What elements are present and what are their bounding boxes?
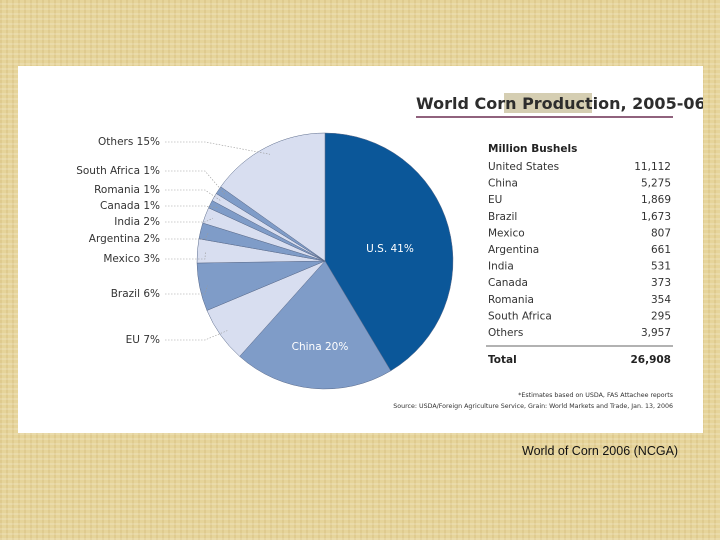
table-row-value-brazil: 1,673 <box>641 211 671 223</box>
pie-label-eu: EU 7% <box>126 334 160 346</box>
pie-label-brazil: Brazil 6% <box>111 288 160 300</box>
table-row-name-south-africa: South Africa <box>488 310 552 322</box>
pie-label-mexico: Mexico 3% <box>103 253 160 265</box>
title-highlight-word: Production, <box>522 94 627 113</box>
pie-label-canada: Canada 1% <box>100 200 160 212</box>
table-row-value-canada: 373 <box>651 277 671 289</box>
table-row-value-india: 531 <box>651 261 671 273</box>
table-row-name-eu: EU <box>488 194 502 206</box>
pie-label-south-africa: South Africa 1% <box>76 165 160 177</box>
pie-label-u-s: U.S. 41% <box>366 243 414 255</box>
source-note: Source: USDA/Foreign Agriculture Service… <box>393 403 673 410</box>
pie-label-china: China 20% <box>292 341 349 353</box>
table-row-value-mexico: 807 <box>651 227 671 239</box>
svg-text:World Corn Production, 2005-06: World Corn Production, 2005-06* <box>416 94 703 113</box>
leader-line-brazil <box>165 285 208 295</box>
leader-line-romania <box>165 189 222 202</box>
pie-labels: U.S. 41% China 20% EU 7% Brazil 6% Mexico 3%… <box>76 136 414 353</box>
pie-slices <box>196 132 454 390</box>
total-label: Total <box>488 354 517 366</box>
table-row-value-romania: 354 <box>651 294 671 306</box>
table-row-value-china: 5,275 <box>641 178 671 190</box>
table-rows: United States 11,112 China 5,275 EU 1,869 Braz… <box>488 161 671 339</box>
pie-label-others: Others 15% <box>98 136 160 148</box>
slide-caption: World of Corn 2006 (NCGA) <box>522 444 679 458</box>
total-value: 26,908 <box>630 354 671 366</box>
table-row-value-eu: 1,869 <box>641 194 671 206</box>
leader-line-others <box>165 141 271 155</box>
chart-panel: World Corn Production, 2005-06* U.S. 41%… <box>18 66 703 433</box>
table-row-value-south-africa: 295 <box>651 310 671 322</box>
table-row-name-others: Others <box>488 327 523 339</box>
leader-line-canada <box>165 205 218 208</box>
table-row-name-romania: Romania <box>488 294 534 306</box>
table-row-name-brazil: Brazil <box>488 211 517 223</box>
table-header: Million Bushels <box>488 143 577 155</box>
pie-slice-china <box>239 260 392 390</box>
leader-line-argentina <box>165 232 209 240</box>
table-row-name-united-states: United States <box>488 161 559 173</box>
table-row-name-canada: Canada <box>488 277 528 289</box>
pie-label-india: India 2% <box>114 216 160 228</box>
leader-line-mexico <box>165 251 206 260</box>
pie-label-romania: Romania 1% <box>94 184 160 196</box>
leader-line-south-africa <box>165 170 226 195</box>
table-row-name-mexico: Mexico <box>488 227 525 239</box>
table-row-name-india: India <box>488 261 514 273</box>
chart-title: World Corn Production, 2005-06* <box>416 93 703 118</box>
title-highlight-box <box>504 93 592 113</box>
title-part-2: 2005-06* <box>627 94 703 113</box>
title-part-1: World Corn <box>416 94 522 113</box>
data-table: Million Bushels United States 11,112 China… <box>486 143 673 366</box>
table-row-value-argentina: 661 <box>651 244 671 256</box>
table-row-value-others: 3,957 <box>641 327 671 339</box>
pie-chart-figure: World Corn Production, 2005-06* U.S. 41%… <box>76 93 703 410</box>
table-row-name-china: China <box>488 178 518 190</box>
leader-lines <box>165 141 271 341</box>
table-row-value-united-states: 11,112 <box>634 161 671 173</box>
table-row-name-argentina: Argentina <box>488 244 539 256</box>
pie-label-argentina: Argentina 2% <box>89 233 160 245</box>
footnote: *Estimates based on USDA, FAS Attachee r… <box>518 392 673 399</box>
leader-line-eu <box>165 330 228 341</box>
leader-line-india <box>165 217 214 223</box>
pie-slice-u-s <box>324 132 454 372</box>
pie-slice-others <box>220 132 326 262</box>
